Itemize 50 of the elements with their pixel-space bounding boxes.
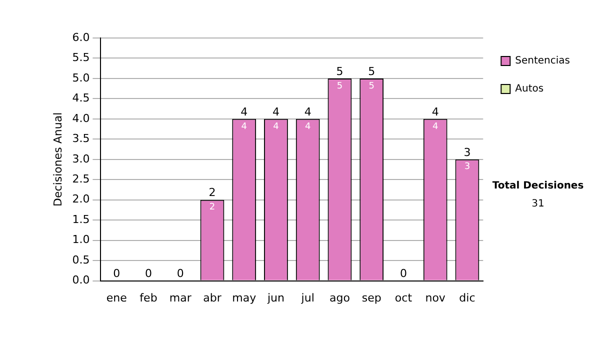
x-tick-label: dic — [459, 291, 476, 304]
y-tick-label: 1.0 — [72, 233, 90, 246]
data-label: 2 — [209, 202, 216, 213]
total-label: 0 — [400, 267, 407, 280]
data-label: 4 — [304, 122, 311, 132]
x-tick-label: nov — [425, 291, 446, 304]
total-label: 0 — [145, 267, 152, 280]
legend-label: Sentencias — [515, 56, 570, 67]
y-tick-label: 6.0 — [72, 30, 90, 44]
y-tick-label: 2.0 — [72, 192, 90, 206]
y-tick-label: 0.5 — [72, 253, 90, 266]
y-tick-label: 2.5 — [72, 172, 90, 186]
y-tick-label: 0.0 — [72, 274, 90, 287]
y-tick-label: 5.0 — [72, 71, 90, 84]
x-tick-label: ene — [106, 291, 128, 304]
text: 31 — [532, 198, 544, 210]
data-label: 4 — [432, 122, 438, 132]
x-tick-label: sep — [362, 291, 382, 304]
y-tick-label: 3.5 — [72, 132, 90, 146]
total-label: 3 — [464, 146, 471, 159]
total-label: 0 — [113, 267, 120, 280]
data-label: 5 — [368, 81, 374, 92]
legend-label: Autos — [515, 84, 544, 95]
x-tick-label: may — [232, 291, 257, 304]
data-label: 4 — [241, 122, 248, 132]
x-tick-label: ago — [329, 291, 350, 304]
y-tick-label: 5.5 — [72, 51, 90, 64]
total-label: 4 — [240, 105, 248, 118]
total-label: 4 — [432, 105, 439, 118]
y-tick-label: 4.5 — [72, 92, 90, 105]
total-label: 5 — [336, 64, 344, 78]
data-label: 3 — [464, 162, 470, 172]
y-tick-label: 3.0 — [72, 152, 90, 166]
total-label: 0 — [176, 267, 184, 280]
data-label: 5 — [336, 81, 343, 92]
x-tick-label: oct — [394, 291, 413, 304]
x-tick-label: mar — [169, 291, 192, 304]
total-label: 5 — [368, 64, 376, 78]
y-axis-title: Decisiones Anual — [51, 112, 64, 206]
y-tick-label: 4.0 — [72, 112, 90, 125]
x-tick-label: feb — [140, 291, 158, 304]
x-tick-label: jul — [300, 291, 314, 304]
y-tick-label: 1.5 — [72, 212, 90, 226]
total-label: 2 — [208, 186, 216, 200]
data-label: 4 — [273, 122, 280, 132]
x-tick-label: jun — [266, 291, 285, 304]
total-label: 4 — [272, 105, 280, 118]
total-label: 4 — [304, 105, 312, 118]
x-tick-label: abr — [203, 291, 222, 304]
text: Total Decisiones — [492, 180, 584, 192]
